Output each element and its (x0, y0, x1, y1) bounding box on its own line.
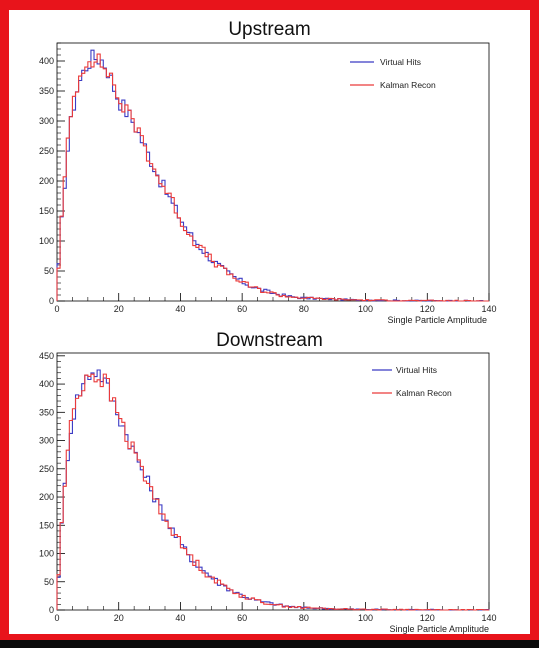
down-x-tick-label-40: 40 (175, 613, 185, 623)
downstream-x-axis-label: Single Particle Amplitude (389, 624, 489, 634)
down-y-tick-label-0: 0 (49, 605, 54, 615)
upstream-histogram: 0 50 100 150 200 250 300 350 400 0 20 40 60 80 100 120 1… (39, 42, 497, 325)
up-y-tick-label-250: 250 (39, 146, 54, 156)
up-y-tick-label-200: 200 (39, 176, 54, 186)
down-x-tick-label-140: 140 (481, 613, 496, 623)
down-y-tick-label-150: 150 (39, 520, 54, 530)
down-x-tick-label-80: 80 (299, 613, 309, 623)
upstream-title: Upstream (228, 19, 311, 40)
down-y-tick-label-200: 200 (39, 492, 54, 502)
up-y-tick-label-50: 50 (44, 266, 54, 276)
down-x-tick-label-60: 60 (237, 613, 247, 623)
down-x-tick-label-100: 100 (358, 613, 373, 623)
up-x-tick-label-20: 20 (114, 304, 124, 314)
up-y-tick-label-300: 300 (39, 116, 54, 126)
down-x-tick-label-0: 0 (54, 613, 59, 623)
up-x-tick-label-60: 60 (237, 304, 247, 314)
down-y-tick-label-300: 300 (39, 436, 54, 446)
downstream-series-kalman-recon (56, 373, 490, 611)
down-y-tick-label-400: 400 (39, 379, 54, 389)
up-x-tick-label-120: 120 (420, 304, 435, 314)
up-y-tick-label-100: 100 (39, 236, 54, 246)
down-x-tick-label-120: 120 (420, 613, 435, 623)
downstream-title: Downstream (216, 330, 323, 351)
down-x-tick-label-20: 20 (114, 613, 124, 623)
up-x-tick-label-0: 0 (54, 304, 59, 314)
downstream-series-virtual-hits (56, 369, 490, 611)
upstream-x-axis-label: Single Particle Amplitude (387, 315, 487, 325)
up-y-tick-label-150: 150 (39, 206, 54, 216)
upstream-series-kalman-recon (56, 53, 489, 302)
up-x-tick-label-40: 40 (175, 304, 185, 314)
downstream-histogram: 0 50 100 150 200 250 300 350 400 450 0 20 40 60 80 100 1… (39, 351, 497, 634)
bottom-strip (0, 640, 539, 648)
down-y-tick-label-50: 50 (44, 577, 54, 587)
upstream-legend-label-kalman-recon: Kalman Recon (380, 80, 436, 90)
upstream-legend: Virtual Hits Kalman Recon (350, 57, 436, 90)
downstream-legend: Virtual Hits Kalman Recon (372, 365, 452, 398)
down-y-tick-label-350: 350 (39, 407, 54, 417)
up-y-tick-label-350: 350 (39, 86, 54, 96)
up-x-tick-label-80: 80 (299, 304, 309, 314)
downstream-legend-label-virtual-hits: Virtual Hits (396, 365, 437, 375)
down-y-tick-label-250: 250 (39, 464, 54, 474)
up-x-tick-label-140: 140 (481, 304, 496, 314)
downstream-legend-label-kalman-recon: Kalman Recon (396, 388, 452, 398)
up-y-tick-label-400: 400 (39, 56, 54, 66)
up-y-tick-label-0: 0 (49, 296, 54, 306)
down-y-tick-label-100: 100 (39, 549, 54, 559)
upstream-legend-label-virtual-hits: Virtual Hits (380, 57, 421, 67)
up-x-tick-label-100: 100 (358, 304, 373, 314)
down-y-tick-label-450: 450 (39, 351, 54, 361)
